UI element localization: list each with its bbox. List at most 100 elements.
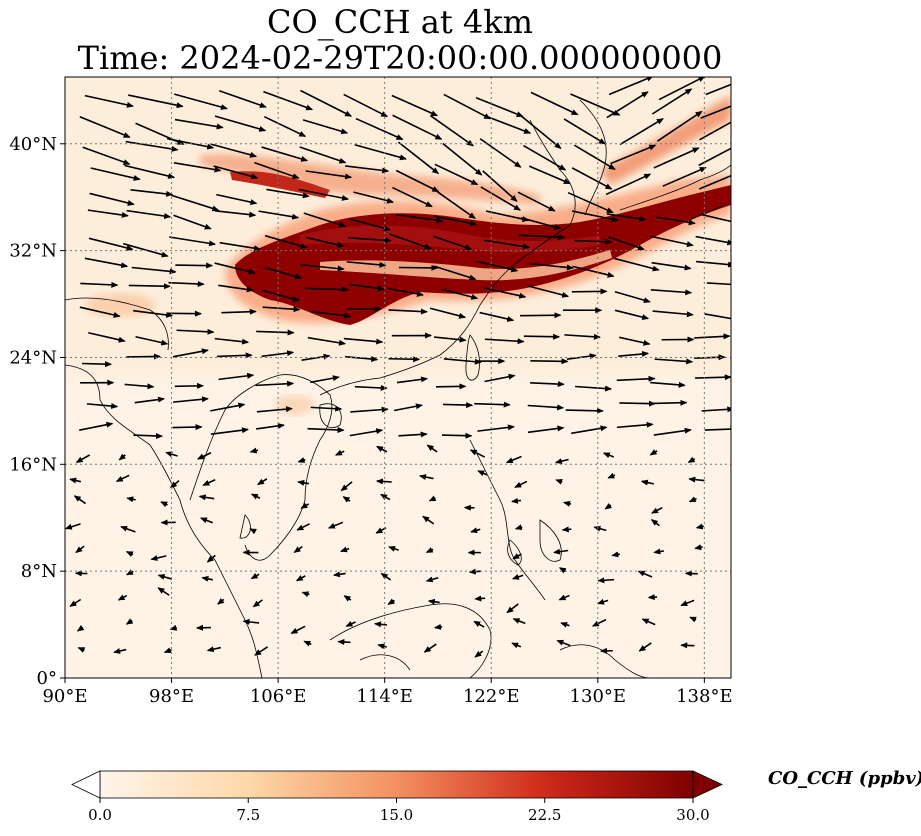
colorbar-ticks: 0.0 7.5 15.0 22.5 30.0 bbox=[88, 798, 710, 824]
wind-arrow bbox=[704, 426, 731, 433]
wind-arrow bbox=[530, 91, 579, 116]
wind-arrow bbox=[134, 396, 165, 404]
wind-arrow bbox=[523, 144, 567, 171]
wind-arrow bbox=[616, 375, 656, 382]
co-plume-core bbox=[235, 185, 731, 325]
wind-arrow bbox=[554, 458, 569, 465]
wind-arrow bbox=[688, 476, 705, 483]
wind-arrow bbox=[133, 432, 164, 439]
colorbar-body bbox=[99, 770, 694, 799]
wind-arrow bbox=[443, 93, 492, 120]
wind-arrow bbox=[171, 194, 220, 212]
wind-arrow bbox=[527, 425, 565, 434]
wind-arrow bbox=[638, 642, 652, 652]
wind-arrow bbox=[389, 233, 432, 250]
wind-arrow bbox=[443, 357, 482, 365]
wind-arrow bbox=[619, 336, 651, 346]
wind-arrow bbox=[84, 257, 129, 269]
wind-arrow bbox=[520, 217, 562, 230]
wind-arrow bbox=[124, 164, 176, 179]
wind-arrow bbox=[563, 118, 606, 145]
wind-arrow bbox=[345, 620, 356, 627]
wind-arrow bbox=[302, 119, 349, 135]
wind-arrow bbox=[346, 261, 387, 268]
wind-arrow bbox=[553, 548, 569, 555]
wind-arrow bbox=[340, 481, 353, 492]
lat-tick-label: 16°N bbox=[9, 454, 57, 475]
wind-arrow bbox=[256, 422, 285, 430]
wind-arrow bbox=[79, 115, 131, 138]
wind-arrow bbox=[618, 350, 650, 358]
lon-tick-label: 130°E bbox=[570, 686, 627, 707]
wind-arrow bbox=[76, 624, 85, 632]
map-frame bbox=[64, 76, 732, 679]
wind-arrow bbox=[297, 479, 309, 486]
wind-arrow bbox=[436, 191, 476, 219]
wind-arrow bbox=[348, 237, 392, 244]
wind-arrow bbox=[113, 648, 127, 654]
wind-arrow bbox=[125, 550, 134, 557]
wind-arrow bbox=[82, 146, 131, 165]
wind-arrow bbox=[340, 546, 350, 553]
wind-arrow bbox=[214, 337, 250, 345]
wind-arrow bbox=[387, 598, 395, 605]
wind-arrow bbox=[391, 94, 439, 117]
wind-arrow bbox=[77, 647, 86, 653]
wind-arrow bbox=[310, 405, 343, 412]
wind-arrow bbox=[558, 567, 567, 574]
colorbar-max-extend bbox=[692, 770, 723, 799]
wind-arrow bbox=[333, 571, 346, 578]
wind-arrow bbox=[290, 625, 306, 634]
wind-arrow bbox=[484, 338, 525, 345]
wind-arrow bbox=[656, 110, 703, 142]
wind-arrow bbox=[698, 147, 731, 167]
wind-arrow bbox=[174, 118, 224, 130]
wind-arrow bbox=[256, 329, 295, 336]
wind-arrow bbox=[254, 646, 269, 656]
wind-arrow bbox=[653, 427, 692, 436]
wind-arrow bbox=[653, 399, 688, 406]
wind-arrow bbox=[597, 598, 609, 605]
wind-arrow bbox=[428, 495, 437, 502]
wind-arrow bbox=[125, 618, 134, 625]
wind-arrow bbox=[611, 551, 620, 558]
wind-arrow bbox=[511, 497, 522, 504]
wind-arrow bbox=[392, 114, 443, 140]
wind-arrow bbox=[301, 591, 310, 598]
wind-arrow bbox=[163, 647, 172, 654]
wind-arrow bbox=[650, 381, 686, 388]
wind-arrow bbox=[434, 623, 443, 630]
wind-arrow bbox=[517, 191, 556, 212]
wind-arrow bbox=[575, 385, 613, 392]
wind-arrow bbox=[175, 262, 214, 269]
wind-arrow bbox=[684, 570, 698, 577]
wind-arrow bbox=[662, 166, 707, 187]
wind-arrow bbox=[423, 643, 437, 653]
wind-arrow bbox=[700, 213, 731, 223]
wind-arrow bbox=[563, 500, 572, 507]
wind-arrow bbox=[520, 312, 562, 319]
wind-arrow bbox=[350, 406, 389, 413]
wind-arrow bbox=[86, 403, 119, 410]
wind-arrow bbox=[512, 618, 526, 625]
wind-arrow bbox=[650, 289, 693, 296]
wind-vectors bbox=[65, 77, 731, 658]
wind-arrow bbox=[653, 548, 664, 555]
wind-arrow bbox=[125, 140, 179, 152]
wind-arrow bbox=[653, 147, 700, 169]
wind-arrow bbox=[380, 572, 392, 581]
wind-arrow bbox=[118, 453, 126, 461]
wind-arrow bbox=[474, 595, 486, 602]
wind-arrow bbox=[388, 546, 399, 552]
wind-arrow bbox=[694, 544, 703, 551]
wind-arrow bbox=[425, 576, 439, 583]
wind-arrow bbox=[572, 265, 615, 278]
wind-arrow bbox=[349, 218, 391, 232]
wind-arrow bbox=[214, 210, 257, 218]
wind-arrow bbox=[335, 449, 345, 456]
wind-arrow bbox=[698, 174, 731, 190]
wind-arrow bbox=[654, 358, 694, 365]
wind-arrow bbox=[483, 239, 531, 250]
wind-arrow bbox=[84, 94, 134, 108]
wind-arrow bbox=[528, 165, 571, 185]
